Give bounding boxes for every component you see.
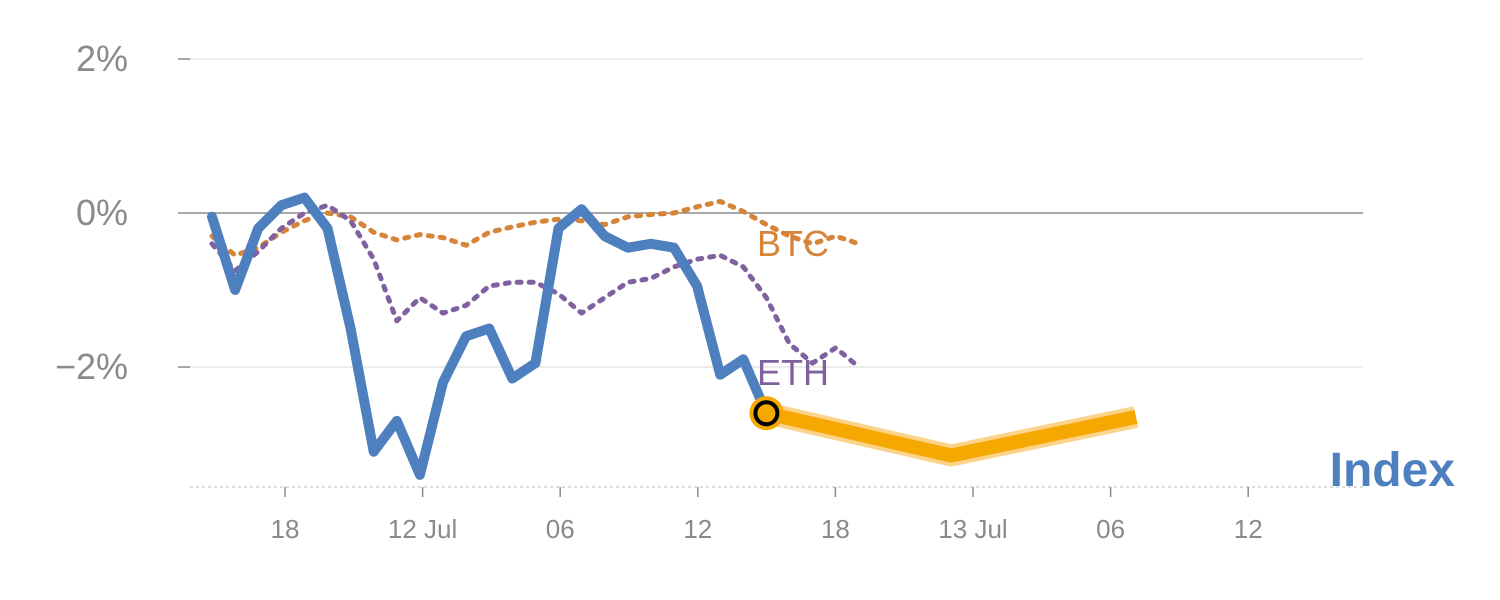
eth-line (209, 202, 862, 370)
btc-series-label: BTC (757, 223, 829, 264)
x-tick-label: 18 (271, 514, 300, 544)
x-tick-label: 06 (1096, 514, 1125, 544)
x-tick-label: 18 (821, 514, 850, 544)
x-axis: 18 12 Jul 06 12 18 13 Jul 06 12 (190, 486, 1363, 544)
y-tick-label: 2% (76, 38, 128, 79)
x-tick-label: 13 Jul (938, 514, 1007, 544)
eth-series-label: ETH (757, 352, 829, 393)
x-tick-label: 12 Jul (388, 514, 457, 544)
index-projection-line (764, 406, 1138, 463)
y-tick-label: −2% (55, 346, 128, 387)
current-point-marker (753, 400, 780, 427)
grid (178, 58, 1363, 368)
y-tick-label: 0% (76, 192, 128, 233)
index-series-label: Index (1330, 444, 1456, 497)
x-tick-label: 12 (683, 514, 712, 544)
y-axis: 2% 0% −2% (55, 38, 128, 387)
series-labels: BTC ETH Index (757, 223, 1455, 497)
index-line (207, 192, 772, 480)
x-tick-label: 12 (1234, 514, 1263, 544)
x-tick-label: 06 (546, 514, 575, 544)
series-lines (207, 192, 1139, 480)
